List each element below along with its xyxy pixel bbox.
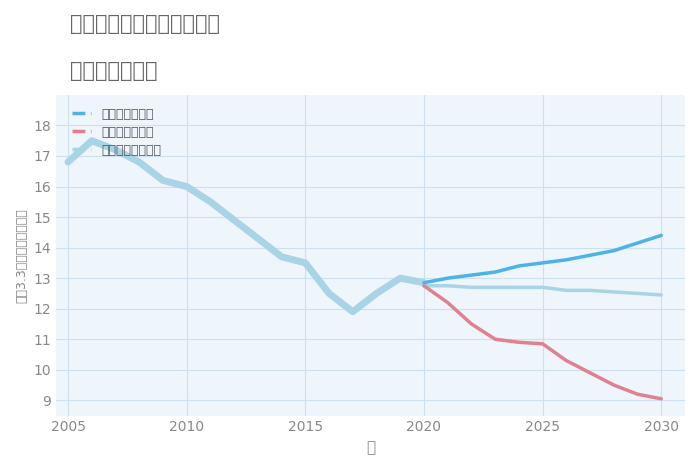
Text: 兵庫県豊岡市日高町日置の: 兵庫県豊岡市日高町日置の	[70, 14, 220, 34]
Text: 土地の価格推移: 土地の価格推移	[70, 61, 158, 81]
Legend: グッドシナリオ, バッドシナリオ, ノーマルシナリオ: グッドシナリオ, バッドシナリオ, ノーマルシナリオ	[69, 104, 165, 161]
Y-axis label: 坪（3.3㎡）単価（万円）: 坪（3.3㎡）単価（万円）	[15, 208, 28, 303]
X-axis label: 年: 年	[366, 440, 375, 455]
